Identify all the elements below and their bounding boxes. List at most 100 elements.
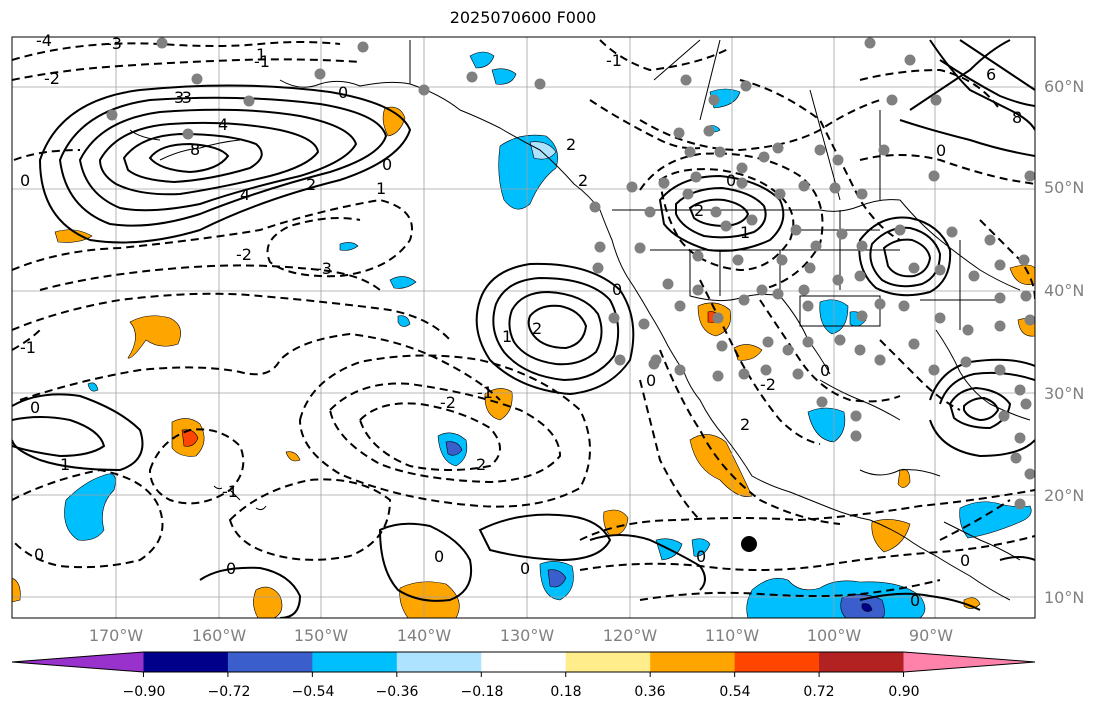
station-marker <box>746 214 758 226</box>
contour-label: 4 <box>240 185 250 204</box>
station-marker <box>736 162 748 174</box>
contour-label: 0 <box>696 547 706 566</box>
contour-label: 1 <box>376 179 386 198</box>
station-marker <box>1024 314 1035 326</box>
station-marker <box>1020 398 1032 410</box>
station-marker <box>908 262 920 274</box>
lon-label: 110°W <box>704 626 760 645</box>
station-marker <box>874 354 886 366</box>
colorbar-tick-label: −0.90 <box>122 684 166 700</box>
station-marker <box>1014 384 1026 396</box>
contour-label: 0 <box>726 171 736 190</box>
station-marker <box>738 368 750 380</box>
contour-label: 2 <box>532 319 542 338</box>
lon-label: 120°W <box>602 626 658 645</box>
station-marker <box>772 288 784 300</box>
station-marker <box>712 312 724 324</box>
contour-label: 1 <box>60 455 70 474</box>
station-marker <box>998 410 1010 422</box>
station-markers <box>106 37 1035 510</box>
station-marker <box>994 320 1006 332</box>
lon-label: 140°W <box>396 626 452 645</box>
colorbar-segment <box>227 652 313 672</box>
station-marker <box>708 94 720 106</box>
station-marker <box>904 54 916 66</box>
station-marker <box>1010 452 1022 464</box>
station-marker <box>703 125 715 137</box>
station-marker <box>804 262 816 274</box>
lat-label: 10°N <box>1044 588 1085 607</box>
station-marker <box>854 344 866 356</box>
colorbar-tick-label: 0.54 <box>719 684 751 700</box>
station-marker <box>692 250 704 262</box>
station-marker <box>928 364 940 376</box>
contour-label: 0 <box>520 559 530 578</box>
station-marker <box>874 298 886 310</box>
station-marker <box>682 188 694 200</box>
lat-lon-grid <box>12 37 1035 618</box>
station-marker <box>662 278 674 290</box>
contour-label: 3 <box>174 88 184 107</box>
station-marker <box>790 224 802 236</box>
station-marker <box>898 300 910 312</box>
contour-label: -1 <box>477 383 493 402</box>
contour-label: 4 <box>218 115 228 134</box>
station-marker <box>720 220 732 232</box>
station-marker <box>864 37 876 49</box>
station-marker <box>243 95 255 107</box>
station-marker <box>856 188 868 200</box>
station-marker <box>760 364 772 376</box>
station-marker <box>1018 254 1030 266</box>
station-marker <box>1014 432 1026 444</box>
station-marker <box>710 206 722 218</box>
station-marker <box>1014 498 1026 510</box>
station-marker <box>792 368 804 380</box>
station-marker <box>466 71 478 83</box>
station-marker <box>638 318 650 330</box>
contour-label: 0 <box>382 155 392 174</box>
contour-label: -3 <box>316 259 332 278</box>
contour-label: 0 <box>34 545 44 564</box>
contour-label: -3 <box>106 34 122 53</box>
colorbar-segment <box>565 652 651 672</box>
colorbar-segment <box>396 652 482 672</box>
contour-label: 2 <box>740 415 750 434</box>
station-marker <box>886 94 898 106</box>
shaded-anomaly-regions <box>12 51 1035 618</box>
station-marker <box>182 128 194 140</box>
station-marker <box>1020 290 1032 302</box>
station-marker <box>850 410 862 422</box>
contour-label: -2 <box>440 393 456 412</box>
colorbar-tick-label: 0.18 <box>550 684 582 700</box>
station-marker <box>191 73 203 85</box>
contour-label: 6 <box>986 65 996 84</box>
contour-label: 0 <box>646 371 656 390</box>
station-marker <box>850 430 862 442</box>
colorbar-segment <box>481 652 567 672</box>
station-marker <box>673 127 685 139</box>
station-marker <box>594 241 606 253</box>
station-marker <box>592 262 604 274</box>
station-marker <box>960 356 972 368</box>
station-marker <box>928 170 940 182</box>
lon-label: 150°W <box>293 626 349 645</box>
station-marker <box>762 336 774 348</box>
station-marker <box>714 146 726 158</box>
lon-label: 100°W <box>806 626 862 645</box>
station-marker <box>614 354 626 366</box>
station-marker <box>836 228 848 240</box>
station-marker <box>934 312 946 324</box>
station-marker <box>782 344 794 356</box>
lon-label: 170°W <box>88 626 144 645</box>
station-marker <box>634 242 646 254</box>
map-title: 2025070600 F000 <box>449 8 597 27</box>
lon-label: 160°W <box>191 626 247 645</box>
contour-label: 0 <box>30 398 40 417</box>
lat-label: 20°N <box>1044 486 1085 505</box>
station-marker <box>772 142 784 154</box>
station-marker <box>802 336 814 348</box>
contour-label: -1 <box>254 52 270 71</box>
contour-label: -2 <box>760 375 776 394</box>
contour-label: 0 <box>820 361 830 380</box>
station-marker <box>357 41 369 53</box>
